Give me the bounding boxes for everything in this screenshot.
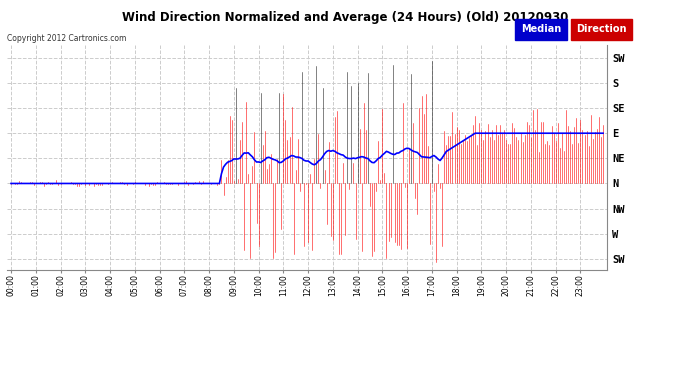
Text: Wind Direction Normalized and Average (24 Hours) (Old) 20120930: Wind Direction Normalized and Average (2… (122, 11, 568, 24)
Text: Copyright 2012 Cartronics.com: Copyright 2012 Cartronics.com (7, 34, 126, 43)
Text: Median: Median (521, 24, 561, 34)
Text: Direction: Direction (576, 24, 627, 34)
